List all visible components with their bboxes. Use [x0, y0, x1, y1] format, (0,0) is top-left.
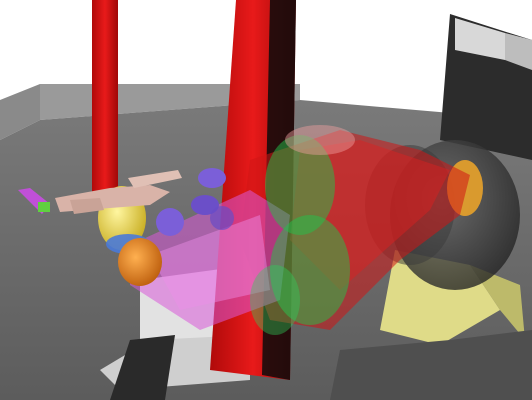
- green-ghost-link-3: [250, 265, 300, 335]
- foreground-dark-shape: [110, 335, 175, 400]
- gripper-finger-top: [128, 170, 182, 188]
- right-cabinet-side: [505, 33, 532, 70]
- purple-cup-4: [210, 206, 234, 230]
- green-ghost-link-1: [265, 135, 335, 235]
- orange-joint: [118, 238, 162, 286]
- green-ghost-link-2: [270, 215, 350, 325]
- left-wall: [0, 84, 40, 140]
- gripper-green-tip: [38, 202, 50, 212]
- purple-cup-3: [156, 208, 184, 236]
- right-cabinet-face: [455, 18, 505, 60]
- magenta-sweep: [130, 190, 290, 330]
- foreground-floor-edge: [330, 330, 532, 400]
- magenta-sweep-light: [150, 215, 270, 310]
- red-pillar-left: [92, 0, 118, 200]
- purple-cup-1: [198, 168, 226, 188]
- yellow-base-plate-side: [470, 265, 525, 340]
- pink-ghost-top: [285, 125, 355, 155]
- gripper-finger-bottom: [70, 198, 104, 214]
- purple-cup-2: [191, 195, 219, 215]
